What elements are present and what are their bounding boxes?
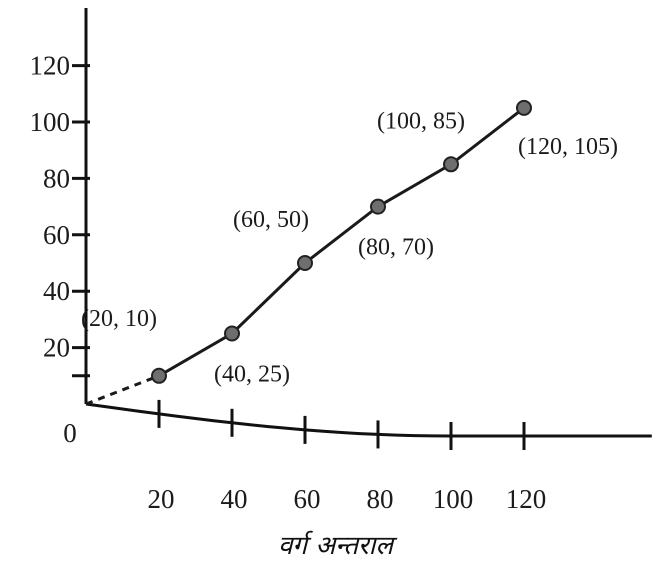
data-point-label: (40, 25) xyxy=(214,362,290,388)
x-tick-label: 100 xyxy=(433,484,474,514)
data-point xyxy=(151,367,167,384)
x-tick-label: 60 xyxy=(294,484,321,514)
x-axis-line xyxy=(85,402,652,438)
y-tick-label: 100 xyxy=(30,107,71,137)
y-tick-label: 40 xyxy=(43,276,70,306)
data-point-label: (100, 85) xyxy=(377,108,465,134)
x-tick-label: 40 xyxy=(221,484,248,514)
origin-label: 0 xyxy=(63,418,77,448)
axes xyxy=(84,8,652,438)
y-tick-label: 60 xyxy=(43,220,70,250)
dashed-origin-segment xyxy=(85,374,160,406)
y-tick-label: 80 xyxy=(43,163,70,193)
data-point xyxy=(370,198,386,215)
x-tick-label: 20 xyxy=(148,484,175,514)
x-tick-label: 80 xyxy=(367,484,394,514)
ticks: 0 20 40 60 80 100 120 20 40 60 80 100 120 xyxy=(30,51,547,514)
data-point xyxy=(516,99,532,116)
data-point xyxy=(297,255,313,271)
data-point-label: (20, 10) xyxy=(81,306,157,332)
y-tick-label: 120 xyxy=(30,51,71,81)
x-tick-label: 120 xyxy=(506,484,547,514)
series xyxy=(85,99,532,406)
data-point-label: (120, 105) xyxy=(518,134,618,160)
point-labels: (20, 10) (40, 25) (60, 50) (80, 70) (100, 85… xyxy=(81,108,618,387)
x-axis-label: वर्ग अन्तराल xyxy=(277,531,394,561)
data-point-label: (60, 50) xyxy=(233,207,309,233)
data-point xyxy=(224,325,240,342)
y-tick-label: 20 xyxy=(43,333,70,363)
series-line xyxy=(158,106,525,378)
data-point xyxy=(443,156,459,173)
data-point-label: (80, 70) xyxy=(358,235,434,261)
